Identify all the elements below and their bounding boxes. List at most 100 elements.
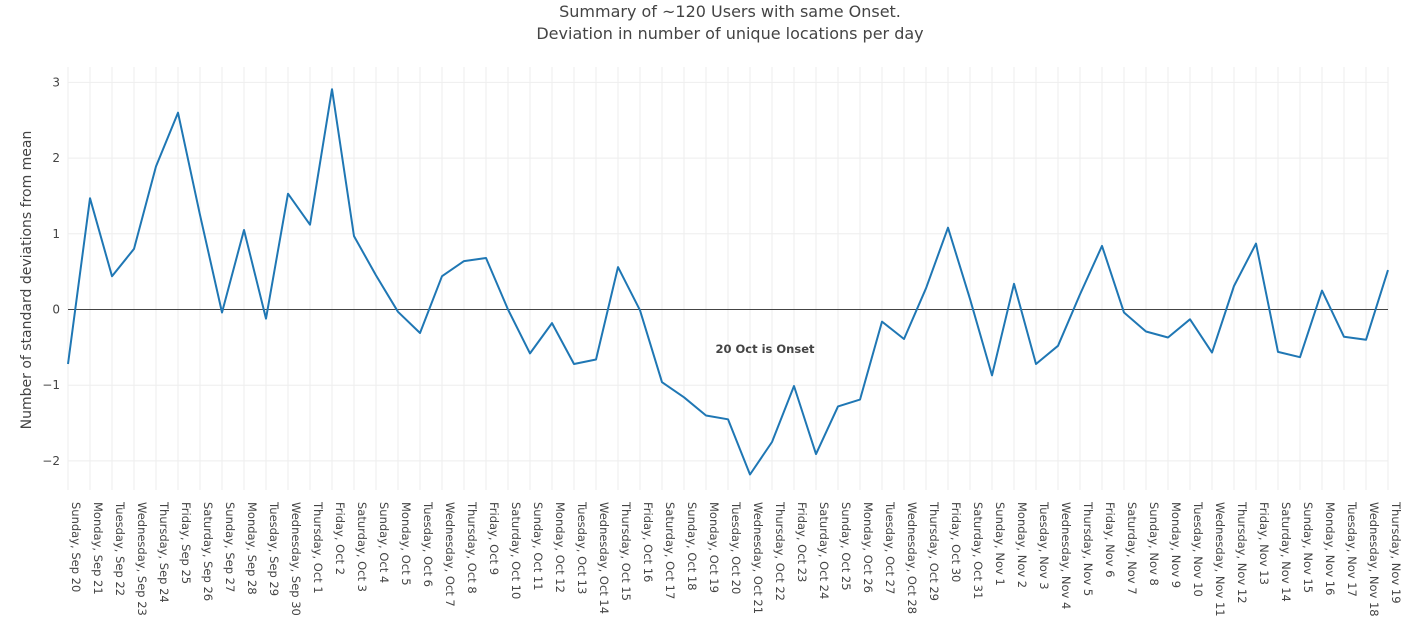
x-tick-label: Friday, Nov 13 [1257,502,1271,585]
data-point[interactable] [220,310,225,315]
data-point[interactable] [880,319,885,324]
data-point[interactable] [1056,343,1061,348]
x-tick-label: Monday, Sep 21 [91,502,105,595]
x-tick-label: Friday, Oct 2 [333,502,347,575]
annotations: 20 Oct is Onset [716,342,815,356]
x-tick-label: Wednesday, Sep 23 [135,502,149,616]
data-point[interactable] [352,234,357,239]
data-point[interactable] [660,380,665,385]
data-point[interactable] [286,191,291,196]
x-tick-label: Monday, Oct 5 [399,502,413,586]
data-point[interactable] [946,225,951,230]
data-point[interactable] [1276,349,1281,354]
x-tick-label: Wednesday, Oct 14 [597,502,611,614]
x-tick-label: Monday, Nov 16 [1323,502,1337,595]
data-point[interactable] [1012,281,1017,286]
x-tick-label: Saturday, Oct 3 [355,502,369,592]
data-point[interactable] [814,452,819,457]
data-point[interactable] [1342,334,1347,339]
data-point[interactable] [1188,317,1193,322]
data-point[interactable] [132,246,137,251]
x-tick-label: Wednesday, Nov 18 [1367,502,1381,617]
data-point[interactable] [1078,292,1083,297]
data-point[interactable] [506,307,511,312]
data-point[interactable] [330,87,335,92]
data-point[interactable] [990,373,995,378]
data-point[interactable] [836,404,841,409]
data-point[interactable] [550,321,555,326]
data-point[interactable] [1144,329,1149,334]
data-point[interactable] [242,228,247,233]
data-point[interactable] [484,256,489,261]
data-point[interactable] [528,351,533,356]
data-point[interactable] [1210,350,1215,355]
chart-title: Summary of ~120 Users with same Onset. [559,2,901,21]
data-point[interactable] [440,274,445,279]
x-tick-label: Tuesday, Oct 20 [729,501,743,594]
x-tick-label: Friday, Sep 25 [179,502,193,584]
x-tick-label: Saturday, Nov 7 [1125,502,1139,595]
y-tick-label: 1 [52,227,60,241]
data-point[interactable] [638,308,643,313]
x-tick-label: Monday, Oct 19 [707,502,721,593]
x-tick-label: Friday, Oct 16 [641,502,655,582]
data-point[interactable] [748,472,753,477]
data-point[interactable] [1320,288,1325,293]
data-point[interactable] [968,296,973,301]
data-point[interactable] [374,273,379,278]
data-point[interactable] [792,383,797,388]
gridlines [67,67,1389,490]
x-tick-label: Sunday, Oct 25 [839,502,853,591]
data-point[interactable] [924,286,929,291]
x-tick-label: Tuesday, Sep 29 [267,501,281,596]
data-point[interactable] [1100,243,1105,248]
series-line [67,88,1389,476]
x-tick-label: Monday, Oct 12 [553,502,567,593]
data-point[interactable] [858,397,863,402]
x-tick-label: Sunday, Oct 4 [377,502,391,583]
data-point[interactable] [704,413,709,418]
x-tick-label: Saturday, Oct 17 [663,502,677,599]
data-point[interactable] [1122,310,1127,315]
data-point[interactable] [462,259,467,264]
data-point[interactable] [396,309,401,314]
x-tick-label: Wednesday, Sep 30 [289,502,303,616]
x-tick-label: Thursday, Oct 15 [619,501,633,601]
x-tick-label: Wednesday, Nov 4 [1059,502,1073,609]
data-point[interactable] [264,316,269,321]
x-tick-label: Monday, Nov 9 [1169,502,1183,588]
x-tick-label: Tuesday, Oct 6 [421,501,435,587]
data-point[interactable] [726,417,731,422]
data-point[interactable] [1232,284,1237,289]
data-point[interactable] [616,265,621,270]
data-point[interactable] [154,164,159,169]
x-tick-label: Thursday, Oct 29 [927,501,941,601]
data-point[interactable] [1364,337,1369,342]
data-point[interactable] [66,362,71,367]
data-point[interactable] [682,395,687,400]
x-tick-label: Thursday, Sep 24 [157,501,171,603]
data-point[interactable] [572,362,577,367]
data-point[interactable] [1386,268,1391,273]
data-point[interactable] [88,196,93,201]
data-point[interactable] [902,337,907,342]
data-point[interactable] [198,212,203,217]
data-point[interactable] [418,330,423,335]
x-tick-label: Wednesday, Oct 7 [443,502,457,607]
data-point[interactable] [594,357,599,362]
x-tick-label: Friday, Oct 30 [949,502,963,582]
x-tick-label: Thursday, Nov 19 [1389,501,1403,604]
x-tick-label: Sunday, Nov 15 [1301,502,1315,593]
x-tick-label: Thursday, Oct 1 [311,501,325,594]
data-point[interactable] [1166,335,1171,340]
y-tick-label: 3 [52,75,60,89]
data-point[interactable] [176,110,181,115]
data-point[interactable] [1298,355,1303,360]
data-point[interactable] [1034,362,1039,367]
data-point[interactable] [308,222,313,227]
data-point[interactable] [110,274,115,279]
data-point[interactable] [770,439,775,444]
data-point[interactable] [1254,241,1259,246]
x-tick-label: Tuesday, Oct 27 [883,501,897,594]
x-tick-label: Saturday, Oct 10 [509,502,523,599]
